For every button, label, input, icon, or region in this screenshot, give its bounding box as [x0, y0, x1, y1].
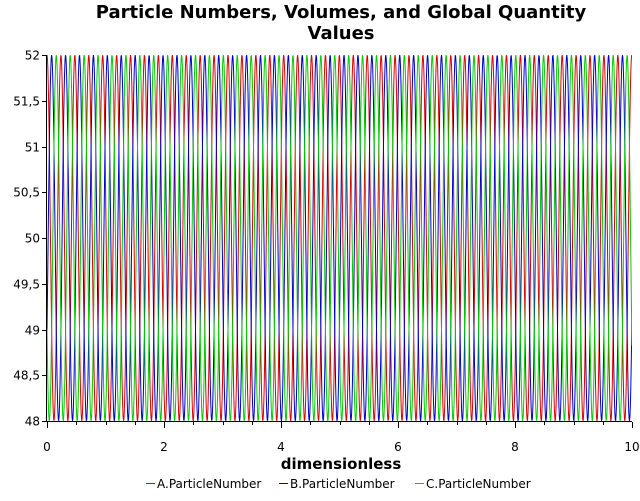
y-tick-label: 49,5 [13, 278, 40, 292]
legend: A.ParticleNumber B.ParticleNumber C.Partic… [146, 477, 531, 491]
x-tick-label: 6 [394, 440, 402, 454]
chart-title-line-2: Values [308, 23, 375, 44]
y-tick-label: 48,5 [13, 369, 40, 383]
legend-label-0: A.ParticleNumber [157, 477, 261, 491]
x-ticks: 0 2 4 6 8 10 [43, 422, 640, 454]
y-tick-label: 49 [25, 324, 40, 338]
y-tick-label: 50 [25, 232, 40, 246]
series-line-0 [47, 55, 632, 421]
y-ticks: 48 48,5 49 49,5 50 50,5 51 51,5 52 [13, 49, 46, 429]
x-axis-label: dimensionless [281, 455, 402, 473]
y-tick-label: 51,5 [13, 95, 40, 109]
series-group [47, 55, 632, 421]
x-tick-label: 4 [277, 440, 285, 454]
y-tick-label: 50,5 [13, 186, 40, 200]
y-tick-label: 51 [25, 141, 40, 155]
y-tick-label: 48 [25, 415, 40, 429]
x-tick-label: 2 [160, 440, 168, 454]
chart-title-line-1: Particle Numbers, Volumes, and Global Qu… [96, 2, 587, 23]
x-tick-label: 0 [43, 440, 51, 454]
series-line-2 [47, 55, 632, 421]
y-tick-label: 52 [25, 49, 40, 63]
x-tick-label: 8 [511, 440, 519, 454]
x-tick-label: 10 [624, 440, 639, 454]
legend-label-2: C.ParticleNumber [426, 477, 531, 491]
legend-label-1: B.ParticleNumber [290, 477, 395, 491]
